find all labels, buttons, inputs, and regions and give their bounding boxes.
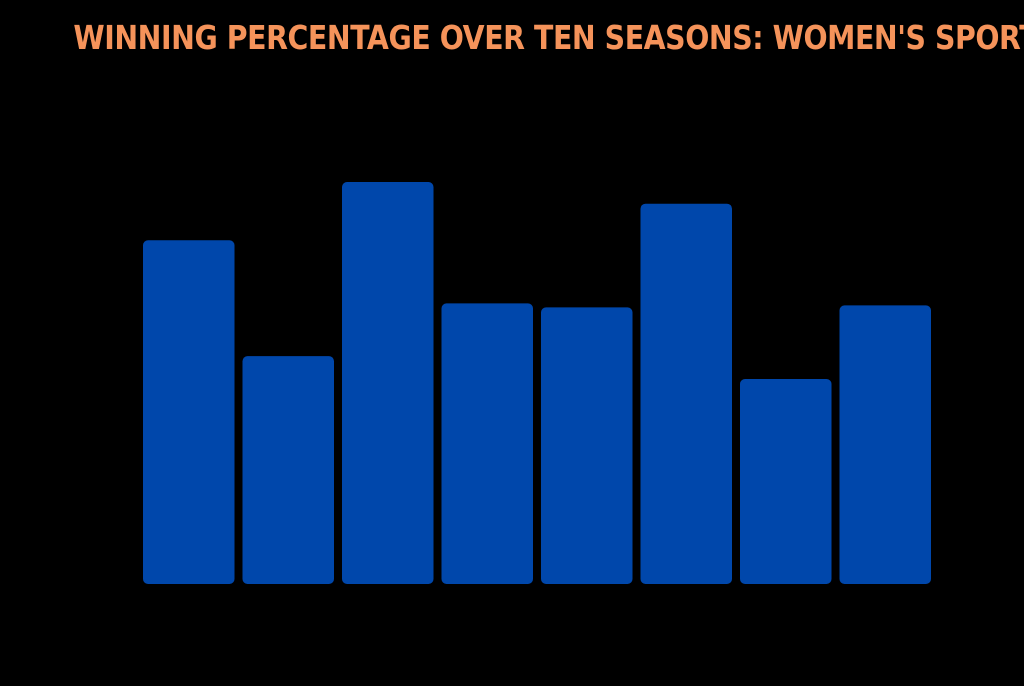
bar-6	[640, 203, 732, 584]
bar-3	[342, 182, 434, 584]
chart-title: WINNING PERCENTAGE OVER TEN SEASONS: WOM…	[73, 18, 1024, 57]
bar-1	[143, 240, 235, 585]
bar-2	[242, 356, 334, 584]
bar-4	[441, 303, 533, 584]
bar-8	[839, 305, 931, 584]
bar-7	[740, 379, 832, 584]
bar-5	[541, 307, 633, 584]
